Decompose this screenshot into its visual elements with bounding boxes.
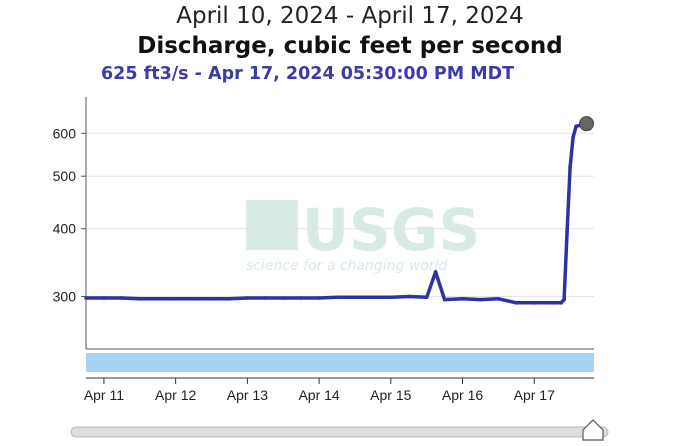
data-point — [442, 297, 447, 302]
data-point — [496, 297, 501, 301]
date-range-title: April 10, 2024 - April 17, 2024 — [176, 3, 524, 29]
data-point — [281, 296, 286, 300]
data-point — [155, 297, 160, 301]
x-tick-label-0: Apr 11 — [84, 387, 124, 403]
data-point — [532, 301, 537, 305]
y-tick-label-600: 600 — [53, 125, 77, 141]
y-tick-label-400: 400 — [53, 221, 77, 237]
data-point — [559, 301, 563, 305]
data-point — [227, 297, 232, 301]
series-group — [84, 116, 595, 305]
time-brush-bar[interactable] — [86, 353, 594, 372]
data-point — [550, 301, 554, 305]
data-point — [209, 297, 214, 301]
usgs-tagline: science for a changing world — [246, 258, 448, 274]
data-point — [568, 165, 572, 169]
x-tick-label-5: Apr 16 — [442, 387, 483, 403]
data-point — [389, 295, 393, 300]
data-point — [84, 296, 88, 300]
data-point — [191, 297, 196, 301]
x-tick-label-1: Apr 12 — [155, 387, 196, 403]
data-point — [371, 295, 375, 300]
data-point — [565, 229, 569, 234]
data-point — [335, 295, 339, 300]
time-slider-handle[interactable] — [582, 419, 604, 441]
usgs-watermark: USGS science for a changing world — [246, 196, 480, 274]
data-point — [406, 294, 411, 299]
latest-value-readout: 625 ft3/s - Apr 17, 2024 05:30:00 PM MDT — [101, 64, 515, 84]
data-point — [514, 301, 519, 305]
x-axis: Apr 11 Apr 12 Apr 13 Apr 14 Apr 15 Apr 16 Apr … — [84, 378, 555, 403]
data-point — [460, 297, 465, 301]
data-point — [424, 295, 429, 300]
grid-lines — [86, 132, 594, 297]
y-axis: 300 400 500 600 — [53, 125, 86, 304]
data-point — [433, 270, 438, 274]
data-point — [245, 296, 250, 300]
x-tick-label-4: Apr 15 — [370, 387, 411, 403]
y-tick-label-300: 300 — [53, 288, 77, 304]
y-tick-label-500: 500 — [53, 168, 77, 184]
data-point — [478, 297, 483, 302]
x-tick-label-6: Apr 17 — [514, 387, 555, 403]
data-point — [562, 297, 566, 302]
data-point — [263, 296, 268, 300]
data-point — [317, 296, 321, 300]
time-slider-track[interactable] — [70, 426, 609, 438]
latest-point-marker[interactable] — [579, 116, 595, 132]
data-point — [571, 135, 575, 140]
data-point — [102, 296, 106, 300]
x-tick-label-2: Apr 13 — [227, 387, 268, 403]
data-point — [574, 124, 578, 129]
data-point — [299, 296, 303, 300]
usgs-logo-text: USGS — [302, 196, 480, 264]
data-point — [137, 297, 142, 301]
data-point — [120, 296, 124, 300]
parameter-title: Discharge, cubic feet per second — [137, 33, 563, 59]
x-tick-label-3: Apr 14 — [298, 387, 339, 403]
data-point — [173, 297, 178, 301]
usgs-logo-mark — [246, 200, 298, 250]
data-point — [353, 295, 357, 300]
